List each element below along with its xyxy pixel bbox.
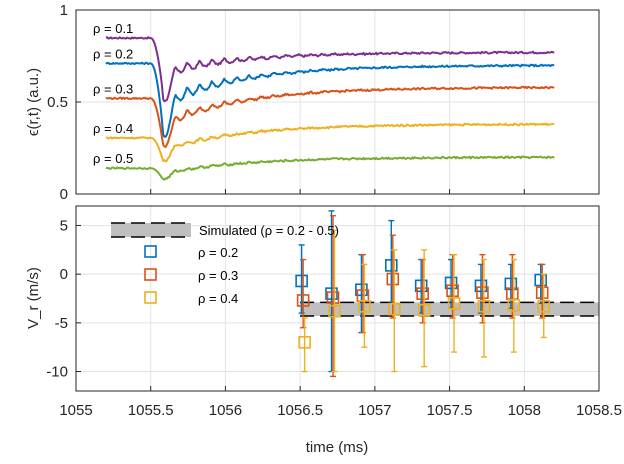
top-series-labels: ρ = 0.1 ρ = 0.2 ρ = 0.3 ρ = 0.4 ρ = 0.5 bbox=[93, 21, 133, 166]
top-panel: ρ = 0.1ρ = 0.2ρ = 0.3ρ = 0.4ρ = 0.5 00.5… bbox=[25, 2, 600, 203]
bottom-y-tick-label: -10 bbox=[46, 364, 68, 381]
x-axis-label: time (ms) bbox=[306, 439, 369, 456]
series-line bbox=[105, 61, 555, 138]
data-point bbox=[325, 287, 338, 300]
data-point bbox=[414, 279, 428, 293]
legend-marker bbox=[144, 268, 157, 281]
data-point bbox=[474, 279, 488, 293]
velocity-series bbox=[295, 210, 551, 378]
series-label: ρ = 0.1 bbox=[93, 21, 133, 36]
data-point bbox=[537, 299, 551, 313]
bottom-y-tick-label: 5 bbox=[60, 217, 68, 234]
x-tick-label: 1058.5 bbox=[576, 402, 622, 419]
data-point bbox=[416, 287, 429, 300]
data-point bbox=[387, 302, 401, 316]
x-tick-label: 1056.5 bbox=[277, 402, 323, 419]
top-y-ticks: 00.51 bbox=[47, 2, 81, 203]
bottom-x-ticks: 1055 1055.5 1056 1056.5 1057 1057.5 1058 1058.5 bbox=[59, 189, 622, 419]
x-tick-label: 1055.5 bbox=[128, 402, 174, 419]
data-point bbox=[386, 272, 400, 286]
x-tick-label: 1057.5 bbox=[427, 402, 473, 419]
data-point bbox=[298, 336, 311, 349]
data-point bbox=[477, 299, 491, 313]
legend-simulated-swatch bbox=[111, 223, 191, 237]
data-point bbox=[326, 291, 340, 304]
legend: Simulated (ρ = 0.2 - 0.5) ρ = 0.2 ρ = 0.3 ρ… bbox=[111, 222, 339, 306]
legend-label: ρ = 0.4 bbox=[198, 291, 238, 306]
data-point bbox=[507, 299, 521, 312]
data-point bbox=[295, 274, 308, 288]
legend-marker bbox=[144, 291, 157, 304]
legend-label: ρ = 0.2 bbox=[198, 245, 238, 260]
series-label: ρ = 0.4 bbox=[93, 121, 133, 136]
bottom-y-ticks: -10 -5 0 5 bbox=[46, 217, 81, 381]
data-point bbox=[328, 304, 341, 318]
data-point bbox=[535, 286, 549, 299]
data-point bbox=[296, 294, 310, 307]
data-point bbox=[446, 284, 459, 298]
series-line bbox=[105, 36, 555, 103]
series-line bbox=[105, 155, 555, 181]
top-y-tick-label: 1 bbox=[60, 2, 68, 19]
data-point bbox=[417, 303, 431, 317]
data-point bbox=[504, 277, 518, 291]
top-y-axis-label: ϵ(r,t) (a.u.) bbox=[25, 68, 42, 136]
x-tick-label: 1056 bbox=[209, 402, 242, 419]
x-tick-label: 1057 bbox=[358, 402, 391, 419]
series-label: ρ = 0.5 bbox=[93, 151, 133, 166]
series-label: ρ = 0.2 bbox=[93, 46, 133, 61]
bottom-plot-frame bbox=[75, 205, 600, 392]
series-line bbox=[105, 122, 555, 163]
legend-marker bbox=[144, 245, 157, 258]
bottom-y-axis-label: V_r (m/s) bbox=[25, 267, 42, 329]
x-tick-label: 1058 bbox=[508, 402, 541, 419]
bottom-panel: -10-505 1055 1055.5 1056 1056.5 1057 1057.5 10… bbox=[25, 189, 622, 456]
series-label: ρ = 0.3 bbox=[93, 81, 133, 96]
legend-simulated-label: Simulated (ρ = 0.2 - 0.5) bbox=[199, 223, 339, 238]
bottom-y-tick-label: 0 bbox=[60, 266, 68, 283]
top-series-lines bbox=[105, 36, 555, 181]
data-point bbox=[444, 276, 458, 290]
data-point bbox=[447, 297, 461, 310]
bottom-y-tick-label: -5 bbox=[55, 315, 68, 332]
data-point bbox=[476, 286, 489, 299]
data-point bbox=[384, 259, 398, 272]
top-y-tick-label: 0.5 bbox=[47, 94, 68, 111]
top-y-tick-label: 0 bbox=[60, 186, 68, 203]
data-point bbox=[358, 299, 371, 313]
legend-label: ρ = 0.3 bbox=[198, 268, 238, 283]
series-line bbox=[105, 85, 555, 148]
x-tick-label: 1055 bbox=[59, 402, 92, 419]
